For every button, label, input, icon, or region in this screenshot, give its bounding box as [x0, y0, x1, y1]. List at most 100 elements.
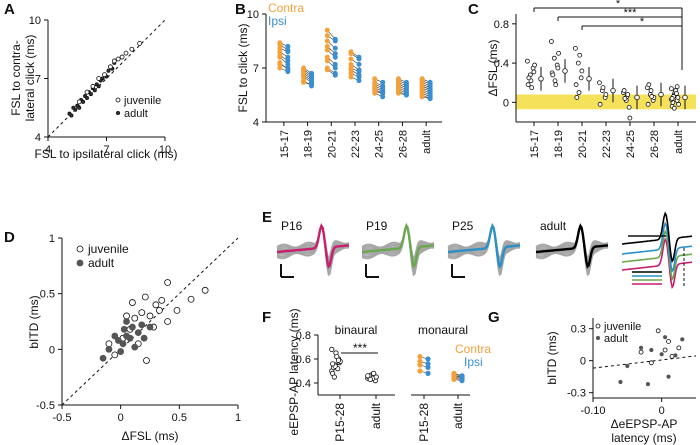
d-legend-marker-adult: [76, 259, 84, 267]
d-point-juvenile: [152, 301, 160, 309]
e-trace-gray: [276, 223, 350, 275]
c-point: [556, 50, 561, 56]
g-point-adult: [673, 353, 678, 358]
b-y-tick-label: 7: [253, 63, 259, 75]
c-point: [674, 91, 679, 96]
c-point: [625, 92, 631, 97]
c-point: [646, 82, 652, 88]
d-point-adult: [138, 321, 146, 329]
c-x-tick-label: 24-25: [625, 130, 637, 158]
g-point-juvenile: [648, 360, 654, 366]
a-point-juvenile: [96, 76, 102, 81]
panel-label-G: G: [488, 309, 500, 326]
b-point-contra: [301, 70, 307, 76]
g-point-adult: [659, 352, 664, 357]
b-point-contra: [277, 45, 283, 51]
c-mean: [586, 76, 592, 82]
f-legend-ipsi: Ipsi: [464, 355, 483, 369]
g-y-tick-label: 0: [580, 356, 586, 368]
c-point: [574, 95, 580, 100]
a-legend-juvenile: juvenile: [123, 95, 161, 107]
b-point-contra: [372, 90, 378, 96]
c-point: [669, 86, 674, 92]
d-point-adult: [140, 334, 148, 342]
d-point-adult: [123, 318, 130, 325]
b-x-tick-label: 15-17: [279, 130, 291, 158]
d-point-adult: [99, 354, 107, 362]
b-legend-contra: Contra: [268, 1, 304, 15]
a-point-adult: [85, 96, 90, 101]
e-trace-gray: [361, 225, 435, 264]
e-trace-mean: [361, 223, 435, 269]
d-point-adult: [126, 334, 134, 342]
e-trace-gray: [535, 225, 609, 264]
d-point-adult: [117, 348, 125, 355]
b-point-ipsi: [332, 72, 338, 78]
d-y-tick-label: 0.5: [40, 289, 55, 301]
d-point-juvenile: [141, 293, 149, 301]
d-x-tick-label: 1: [235, 412, 241, 424]
e-trace-gray: [276, 225, 350, 262]
b-point-ipsi: [356, 61, 362, 67]
b-x-tick-label: adult: [421, 130, 433, 154]
d-x-tick-label: 0.5: [172, 412, 187, 424]
panel-label-A: A: [4, 1, 15, 18]
c-point: [529, 85, 535, 91]
a-point-adult: [81, 99, 86, 104]
f-point-ipsi: [425, 356, 431, 362]
b-x-tick-text: 24-25: [374, 130, 386, 158]
a-point-adult: [106, 68, 111, 73]
e-trace-gray: [536, 224, 609, 271]
c-point: [577, 52, 583, 58]
f-binaural-point: [371, 370, 377, 376]
g-y-label: bITD (ms): [545, 331, 559, 384]
e-trace-gray: [535, 223, 609, 273]
c-point: [648, 88, 654, 93]
g-legend-marker-juvenile: [595, 323, 601, 329]
c-point: [573, 82, 579, 88]
f-x-tick-label: adult: [451, 402, 465, 429]
d-y-tick-label: 0: [49, 344, 55, 356]
a-x-label: FSL to ipsilateral click (ms): [35, 147, 178, 161]
a-point-juvenile: [76, 99, 82, 105]
a-point-juvenile: [129, 46, 135, 52]
a-point-juvenile: [90, 83, 96, 89]
c-mean: [682, 94, 688, 101]
b-point-contra: [277, 40, 283, 46]
g-point-adult: [666, 374, 671, 379]
d-point-juvenile: [187, 295, 195, 303]
d-point-juvenile: [123, 312, 130, 320]
e-label-P25: P25: [452, 219, 474, 233]
b-point-contra: [324, 47, 330, 53]
c-mean: [634, 94, 640, 101]
e-trace-gray: [277, 224, 350, 271]
c-point: [573, 45, 578, 51]
d-point-adult: [146, 323, 154, 331]
c-point: [551, 55, 557, 61]
d-point-juvenile: [173, 306, 181, 314]
c-mean: [562, 68, 568, 74]
f-point-ipsi: [425, 370, 431, 376]
f-x-tick-text: adult: [369, 402, 383, 429]
b-point-contra: [324, 38, 330, 44]
e-trace-gray: [361, 223, 435, 275]
b-point-contra: [395, 88, 401, 94]
e-trace-gray: [276, 225, 350, 264]
c-point: [552, 78, 558, 84]
b-point-ipsi: [380, 87, 386, 93]
f-binaural-point: [335, 357, 342, 363]
b-point-contra: [301, 79, 307, 85]
f-monaural-title: monaural: [418, 323, 468, 337]
b-point-ipsi: [403, 92, 409, 98]
e-inset-trace: [621, 221, 693, 273]
d-point-juvenile: [164, 318, 172, 325]
b-x-tick-label: 20-21: [326, 130, 338, 158]
d-point-adult: [131, 343, 139, 351]
c-point: [675, 95, 681, 100]
e-trace-gray: [447, 222, 521, 277]
c-point: [627, 115, 633, 121]
d-point-juvenile: [111, 351, 119, 359]
g-point-juvenile: [676, 345, 682, 351]
g-point-adult: [645, 382, 651, 387]
f-y-tick-label: 0.6: [296, 354, 311, 366]
